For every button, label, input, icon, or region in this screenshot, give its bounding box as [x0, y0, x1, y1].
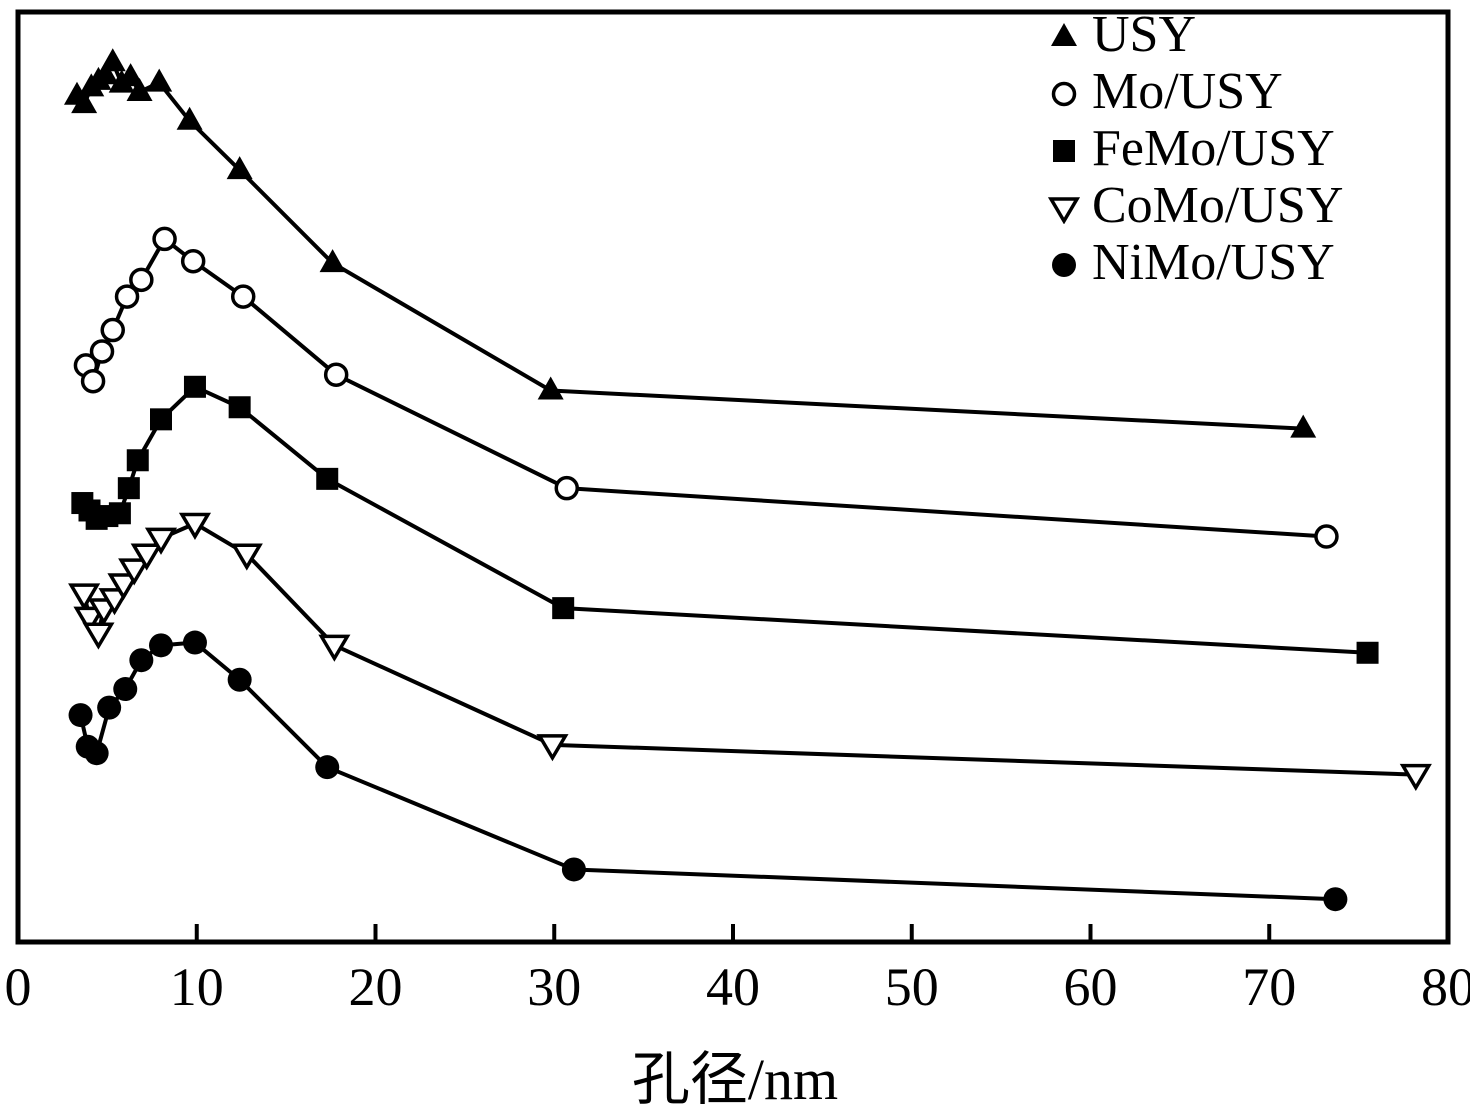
data-point-marker	[561, 857, 586, 882]
data-point-marker	[180, 248, 206, 274]
data-point-marker	[318, 634, 351, 662]
x-tick-label: 20	[349, 957, 403, 1017]
data-point-marker	[536, 734, 569, 762]
data-point-marker	[97, 695, 122, 720]
data-point-marker	[182, 630, 207, 655]
data-point-marker	[152, 226, 177, 252]
data-point-marker	[149, 633, 173, 658]
data-point-marker	[176, 106, 203, 130]
legend-item: FeMo/USY	[1046, 122, 1343, 175]
data-point-marker	[230, 284, 256, 309]
data-point-marker	[68, 703, 93, 728]
data-point-marker	[80, 368, 106, 394]
x-tick-label: 40	[706, 957, 760, 1017]
legend-item: USY	[1046, 8, 1343, 61]
data-point-marker	[1323, 887, 1348, 912]
data-point-marker	[230, 543, 263, 571]
data-point-marker	[84, 741, 109, 766]
data-point-marker	[130, 543, 163, 571]
data-point-marker	[1399, 763, 1432, 792]
data-point-marker	[117, 477, 140, 500]
data-point-marker	[68, 583, 101, 611]
data-point-marker	[117, 63, 144, 87]
square-filled-icon	[1053, 139, 1075, 162]
legend-item: Mo/USY	[1046, 65, 1343, 118]
x-tick-label: 50	[885, 957, 939, 1017]
x-axis-label: 孔径/nm	[631, 1047, 839, 1112]
circle-filled-icon	[1052, 252, 1076, 277]
legend-label: Mo/USY	[1092, 62, 1283, 120]
data-point-marker	[150, 408, 172, 431]
triangle-up-filled-icon	[1051, 22, 1077, 46]
data-point-marker	[227, 667, 252, 692]
legend-label: FeMo/USY	[1092, 119, 1335, 177]
data-point-marker	[108, 502, 131, 525]
triangle-down-open-icon	[1047, 196, 1081, 224]
x-tick-label: 60	[1064, 957, 1118, 1017]
data-point-marker	[92, 61, 119, 85]
data-point-marker	[183, 375, 206, 398]
legend-label: USY	[1092, 5, 1197, 63]
data-point-marker	[1290, 414, 1317, 438]
data-point-marker	[73, 606, 106, 634]
legend-label: NiMo/USY	[1092, 233, 1335, 291]
legend: USY Mo/USY FeMo/USY CoMo/USY NiMo/USY	[1046, 8, 1343, 289]
data-point-marker	[323, 362, 349, 387]
data-point-marker	[107, 573, 140, 601]
data-point-marker	[82, 622, 115, 650]
data-point-marker	[114, 284, 140, 309]
series-line-femo-usy	[80, 384, 1368, 655]
series-line-nimo-usy	[78, 640, 1336, 902]
data-point-marker	[126, 77, 153, 101]
data-point-marker	[228, 396, 251, 419]
x-tick-label: 80	[1421, 957, 1470, 1017]
data-point-marker	[554, 475, 580, 501]
legend-item: NiMo/USY	[1046, 236, 1343, 289]
x-tick-label: 10	[170, 957, 224, 1017]
data-point-marker	[129, 267, 154, 293]
data-point-marker	[146, 68, 173, 92]
data-point-marker	[319, 249, 346, 273]
data-point-marker	[99, 48, 126, 72]
data-point-marker	[144, 527, 178, 555]
data-point-marker	[1356, 641, 1379, 664]
data-point-marker	[315, 755, 340, 780]
legend-label: CoMo/USY	[1092, 176, 1344, 234]
data-point-marker	[126, 449, 149, 472]
data-point-marker	[537, 376, 564, 400]
data-point-marker	[178, 512, 212, 540]
data-point-marker	[113, 677, 138, 702]
data-point-marker	[89, 339, 115, 364]
data-point-marker	[129, 648, 154, 673]
series-line-como-usy	[82, 521, 1416, 777]
x-tick-label: 0	[5, 957, 32, 1017]
data-point-marker	[316, 467, 339, 490]
legend-item: CoMo/USY	[1046, 179, 1343, 232]
data-point-marker	[100, 317, 125, 343]
x-tick-label: 70	[1242, 957, 1296, 1017]
circle-open-icon	[1051, 81, 1077, 106]
data-point-marker	[226, 156, 253, 180]
data-point-marker	[118, 558, 151, 586]
data-point-marker	[552, 597, 575, 620]
data-point-marker	[1314, 524, 1339, 549]
x-tick-label: 30	[527, 957, 581, 1017]
data-point-marker	[71, 90, 98, 114]
